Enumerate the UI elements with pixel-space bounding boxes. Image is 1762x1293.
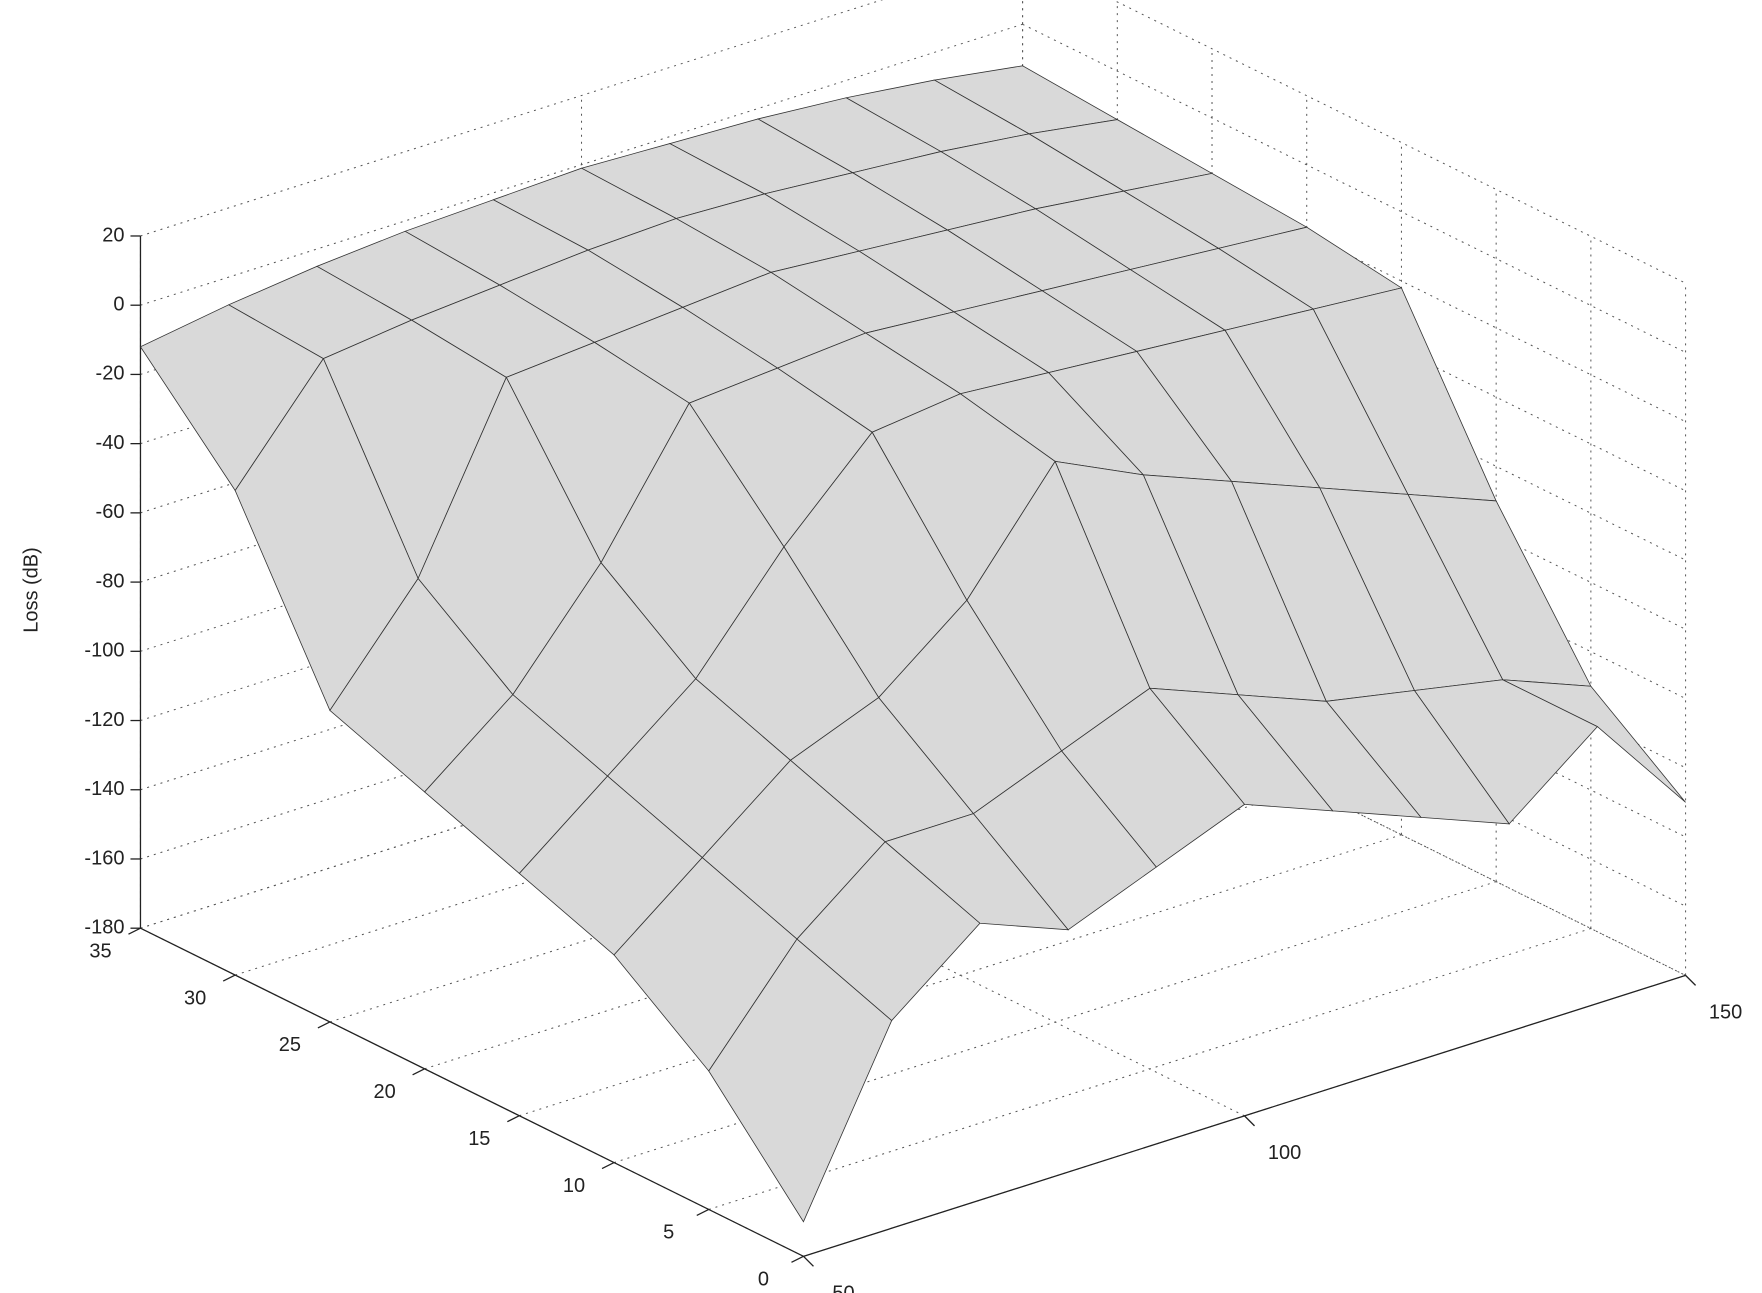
z-tick-label: 20 [102,224,124,246]
y-tick-label: 20 [373,1081,395,1103]
y-tick [317,1021,331,1029]
grid-line [140,23,1023,306]
y-tick [601,1161,615,1170]
x-tick [1685,974,1697,986]
grid-line [1022,369,1686,699]
grid-line [1022,646,1686,976]
grid-line [1022,231,1686,561]
z-tick-label: -160 [84,847,124,869]
grid-line [519,834,1402,1117]
y-tick-label: 10 [563,1175,585,1197]
x-tick-label: 150 [1709,1002,1742,1024]
surface-patch [708,938,893,1223]
y-tick-label: 30 [184,987,206,1009]
grid-line [708,928,1592,1210]
z-tick-label: -140 [84,778,124,800]
z-axis-label: Loss (dB) [20,547,42,633]
y-tick [696,1208,710,1217]
z-tick-label: -60 [96,501,125,523]
grid-line [1022,508,1686,838]
y-tick-label: 15 [468,1128,490,1150]
x-tick-label: 100 [1268,1142,1301,1164]
z-tick-label: -100 [84,640,124,662]
y-tick [222,974,236,982]
y-tick [507,1115,520,1123]
grid-line [1022,23,1686,353]
grid-line [1022,577,1686,907]
z-tick-label: -120 [84,709,124,731]
z-tick-label: -40 [96,432,125,454]
grid-line [1022,93,1686,423]
x-tick [1244,1115,1255,1127]
grid-line [1022,300,1686,630]
x-tick-label: 50 [832,1283,854,1293]
y-tick-label: 0 [758,1269,769,1291]
y-tick [128,927,141,935]
z-tick-label: -20 [96,363,125,385]
z-tick-label: -180 [84,916,124,938]
y-axis [140,927,804,1257]
grid-line [1022,162,1686,492]
y-tick-label: 5 [663,1222,674,1244]
x-tick [803,1255,814,1267]
y-tick [791,1255,804,1263]
z-tick-label: -80 [96,570,125,592]
y-tick-label: 25 [279,1034,301,1056]
grid-line [140,0,884,237]
y-tick [412,1068,425,1076]
grid-line [1112,0,1686,284]
z-tick-label: 0 [113,293,124,315]
y-tick-label: 35 [89,940,111,962]
